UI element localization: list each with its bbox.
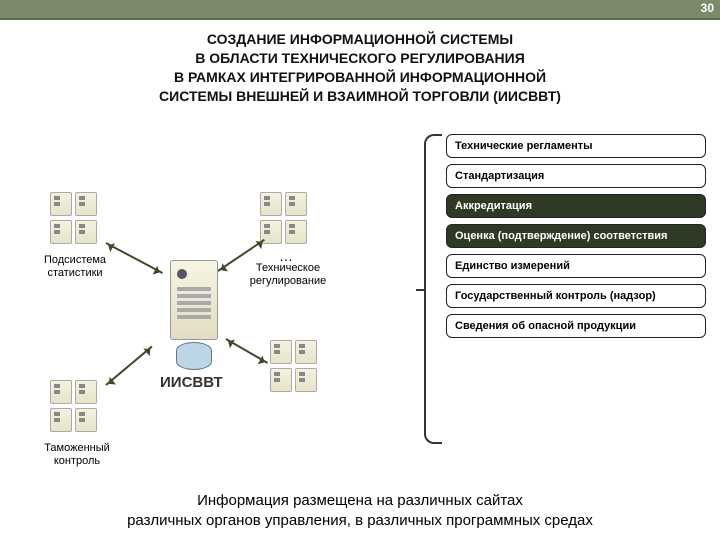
diagram-area: Подсистема статистики … Техническое регу… xyxy=(0,130,720,470)
server-rack-icon xyxy=(260,192,310,248)
title-line: СИСТЕМЫ ВНЕШНЕЙ И ВЗАИМНОЙ ТОРГОВЛИ (ИИС… xyxy=(20,87,700,106)
top-bar: 30 xyxy=(0,0,720,20)
connection-arrow-icon xyxy=(105,346,152,386)
module-box: Сведения об опасной продукции xyxy=(446,314,706,338)
node-stats-label: Подсистема статистики xyxy=(32,254,118,279)
title-line: СОЗДАНИЕ ИНФОРМАЦИОННОЙ СИСТЕМЫ xyxy=(20,30,700,49)
module-box: Технические регламенты xyxy=(446,134,706,158)
title-line: В ОБЛАСТИ ТЕХНИЧЕСКОГО РЕГУЛИРОВАНИЯ xyxy=(20,49,700,68)
module-box: Оценка (подтверждение) соответствия xyxy=(446,224,706,248)
module-box: Стандартизация xyxy=(446,164,706,188)
footer-line: различных органов управления, в различны… xyxy=(0,511,720,531)
database-icon xyxy=(176,342,212,370)
footer-line: Информация размещена на различных сайтах xyxy=(0,491,720,511)
module-box: Государственный контроль (надзор) xyxy=(446,284,706,308)
page-number: 30 xyxy=(701,1,714,15)
central-system-label: ИИСВВТ xyxy=(160,374,223,391)
module-box: Аккредитация xyxy=(446,194,706,218)
server-rack-icon xyxy=(270,340,320,396)
server-rack-icon xyxy=(50,192,100,248)
node-customs-label: Таможенный контроль xyxy=(34,442,120,467)
slide-title: СОЗДАНИЕ ИНФОРМАЦИОННОЙ СИСТЕМЫ В ОБЛАСТ… xyxy=(0,20,720,112)
footer-caption: Информация размещена на различных сайтах… xyxy=(0,491,720,530)
tower-server-icon xyxy=(170,260,218,340)
module-box: Единство измерений xyxy=(446,254,706,278)
node-techreg-label: Техническое регулирование xyxy=(234,262,342,287)
connection-arrow-icon xyxy=(226,338,269,364)
server-rack-icon xyxy=(50,380,100,436)
title-line: В РАМКАХ ИНТЕГРИРОВАННОЙ ИНФОРМАЦИОННОЙ xyxy=(20,68,700,87)
curly-brace-icon xyxy=(424,134,442,444)
module-list: Технические регламенты Стандартизация Аккр… xyxy=(446,134,706,344)
